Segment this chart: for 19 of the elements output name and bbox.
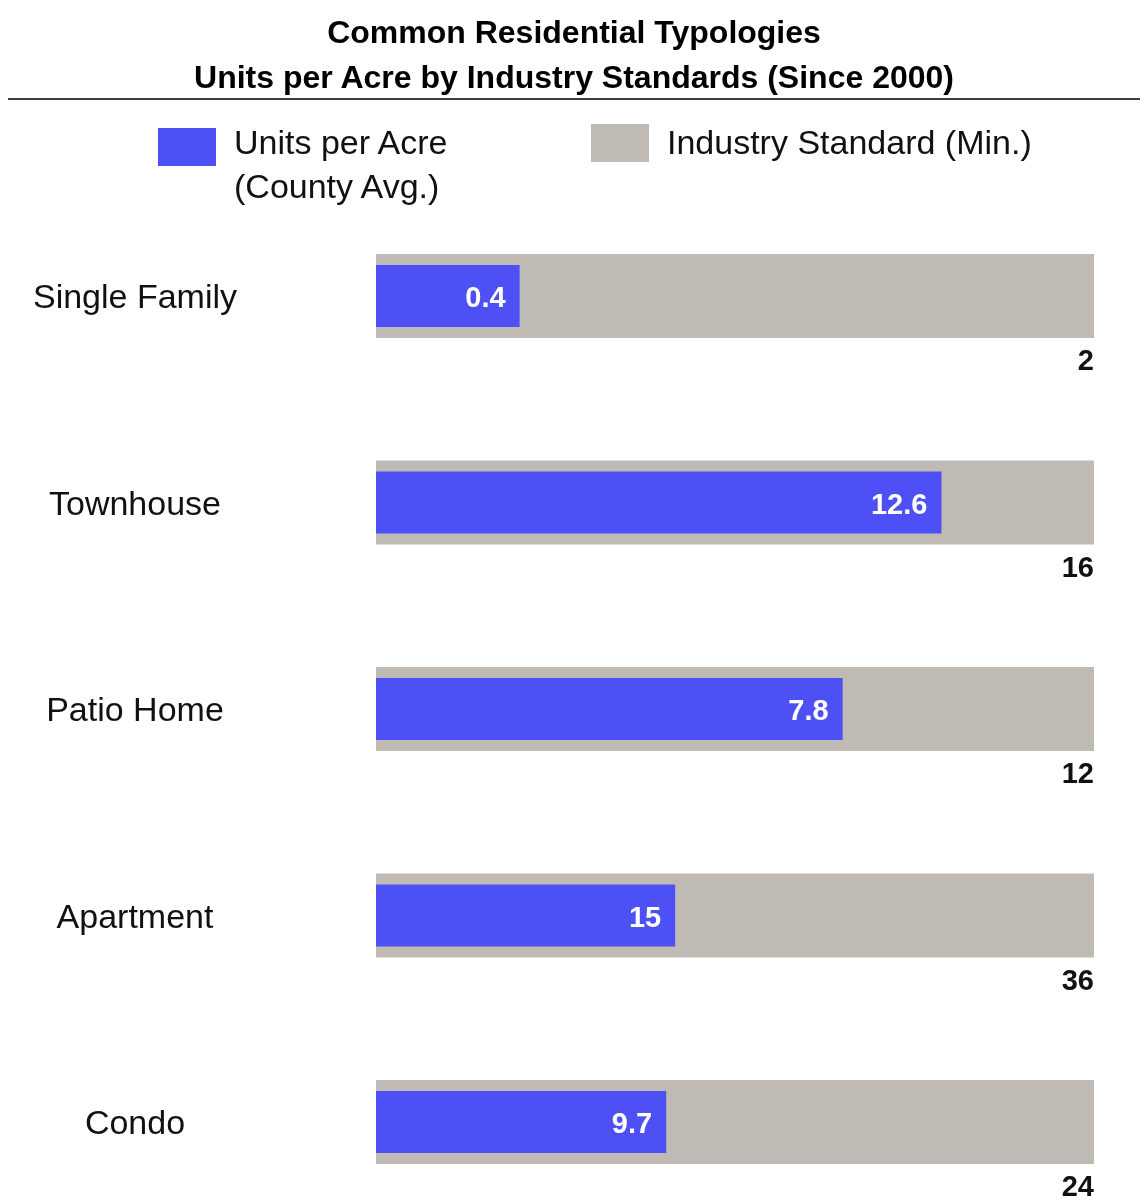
data-label: 15	[628, 900, 662, 933]
data-label: 12	[1061, 757, 1094, 789]
data-label: 36	[1061, 963, 1094, 996]
y-tick-label: Condo	[84, 1103, 186, 1141]
data-label: 12.6	[870, 487, 928, 520]
data-label: 2	[1077, 344, 1094, 376]
data-label: 0.4	[465, 281, 506, 313]
y-tick-label: Patio Home	[46, 690, 224, 728]
legend-label: Units per Acre (County Avg.)	[234, 123, 448, 205]
y-tick-label: Single Family	[32, 277, 238, 315]
data-label: 9.7	[611, 1107, 653, 1139]
data-label: 16	[1061, 550, 1094, 583]
data-label: 7.8	[788, 694, 829, 726]
chart-title: Common Residential Typologies	[327, 14, 821, 50]
data-label: 24	[1061, 1170, 1094, 1202]
y-tick-label: Townhouse	[48, 483, 222, 522]
legend-label: Industry Standard (Min.)	[667, 123, 1032, 161]
chart-subtitle: Units per Acre by Industry Standards (Since 2000)	[194, 59, 954, 95]
y-tick-label: Apartment	[56, 896, 214, 935]
